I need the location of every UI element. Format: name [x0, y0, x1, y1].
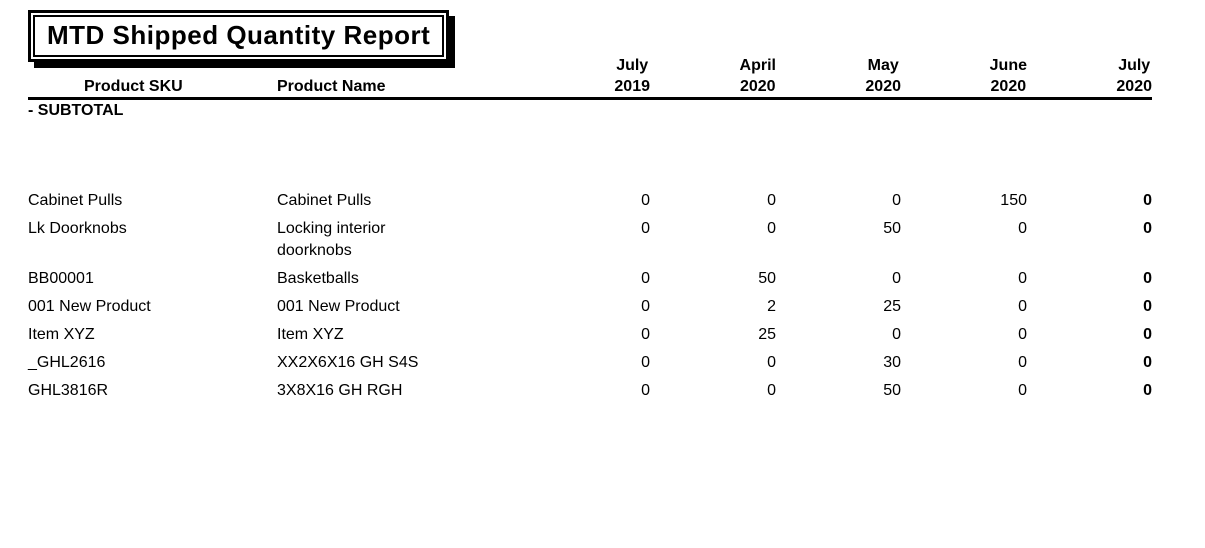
qty-cell-april-2020: 0	[767, 354, 776, 371]
report-table: Product SKU Product Name July 2019 April…	[28, 55, 1152, 408]
report-title-inner-frame: MTD Shipped Quantity Report	[33, 15, 445, 57]
month-year-label: April 2020	[740, 55, 776, 97]
product-name-cell: 3X8X16 GH RGH	[277, 380, 560, 408]
column-header-june-2020: June 2020	[901, 55, 1027, 100]
qty-cell-june-2020: 0	[1018, 270, 1027, 287]
qty-cell-may-2020: 0	[892, 270, 901, 287]
qty-cell-july-2019: 0	[641, 298, 650, 315]
product-sku-cell: Lk Doorknobs	[28, 220, 127, 237]
qty-cell-july-2020: 0	[1143, 220, 1152, 237]
month-label: April	[739, 57, 776, 74]
subtotal-row: - SUBTOTAL	[28, 99, 1152, 123]
column-header-product-name: Product Name	[277, 55, 560, 100]
qty-cell-april-2020: 2	[767, 298, 776, 315]
qty-cell-june-2020: 0	[1018, 354, 1027, 371]
product-name-text: 3X8X16 GH RGH	[277, 382, 403, 399]
qty-cell-june-2020: 0	[1018, 382, 1027, 399]
qty-cell-may-2020: 50	[883, 220, 901, 237]
product-name-text: Item XYZ	[277, 326, 344, 343]
spacer-cell	[28, 122, 1152, 190]
product-sku-cell: _GHL2616	[28, 354, 106, 371]
column-header-july-2020: July 2020	[1027, 55, 1152, 100]
qty-cell-july-2020: 0	[1143, 326, 1152, 343]
product-sku-cell: Cabinet Pulls	[28, 192, 123, 209]
month-year-label: June 2020	[990, 55, 1027, 97]
product-name-cell: 001 New Product	[277, 296, 560, 324]
table-row: GHL3816R 3X8X16 GH RGH 0 0 50 0 0	[28, 380, 1152, 408]
qty-cell-july-2019: 0	[641, 270, 650, 287]
qty-cell-july-2019: 0	[641, 382, 650, 399]
qty-cell-june-2020: 0	[1018, 326, 1027, 343]
qty-cell-april-2020: 0	[767, 220, 776, 237]
column-header-april-2020: April 2020	[650, 55, 776, 100]
qty-cell-april-2020: 0	[767, 382, 776, 399]
report-table-body: - SUBTOTAL Cabinet Pulls Cabinet Pulls 0…	[28, 99, 1152, 409]
report-table-header: Product SKU Product Name July 2019 April…	[28, 55, 1152, 100]
month-label: June	[989, 57, 1027, 74]
qty-cell-july-2019: 0	[641, 192, 650, 209]
qty-cell-may-2020: 0	[892, 192, 901, 209]
qty-cell-may-2020: 0	[892, 326, 901, 343]
month-year-label: July 2019	[614, 55, 650, 97]
subtotal-label: - SUBTOTAL	[28, 102, 124, 119]
table-row: Lk Doorknobs Locking interior doorknobs …	[28, 218, 1152, 268]
qty-cell-july-2020: 0	[1143, 382, 1152, 399]
product-sku-cell: BB00001	[28, 270, 94, 287]
month-label: May	[867, 57, 899, 74]
table-row: BB00001 Basketballs 0 50 0 0 0	[28, 268, 1152, 296]
year-label: 2020	[990, 78, 1027, 95]
month-label: July	[616, 57, 649, 74]
column-header-product-sku: Product SKU	[28, 55, 277, 100]
table-row: Item XYZ Item XYZ 0 25 0 0 0	[28, 324, 1152, 352]
qty-cell-july-2019: 0	[641, 326, 650, 343]
qty-cell-may-2020: 30	[883, 354, 901, 371]
product-name-text: Locking interior doorknobs	[277, 220, 386, 259]
qty-cell-april-2020: 25	[758, 326, 776, 343]
column-header-may-2020: May 2020	[776, 55, 901, 100]
year-label: 2020	[865, 78, 901, 95]
qty-cell-july-2020: 0	[1143, 298, 1152, 315]
product-name-cell: Basketballs	[277, 268, 560, 296]
qty-cell-may-2020: 25	[883, 298, 901, 315]
qty-cell-july-2019: 0	[641, 354, 650, 371]
product-name-text: 001 New Product	[277, 298, 400, 315]
qty-cell-july-2019: 0	[641, 220, 650, 237]
table-row: Cabinet Pulls Cabinet Pulls 0 0 0 150 0	[28, 190, 1152, 218]
qty-cell-april-2020: 0	[767, 192, 776, 209]
month-year-label: July 2020	[1116, 55, 1152, 97]
month-year-label: May 2020	[865, 55, 901, 97]
product-name-cell: Cabinet Pulls	[277, 190, 560, 218]
header-row: Product SKU Product Name July 2019 April…	[28, 55, 1152, 100]
product-name-text: Basketballs	[277, 270, 359, 287]
year-label: 2020	[739, 78, 776, 95]
year-label: 2020	[1116, 78, 1152, 95]
qty-cell-july-2020: 0	[1143, 192, 1152, 209]
product-sku-cell: 001 New Product	[28, 298, 151, 315]
qty-cell-june-2020: 0	[1018, 298, 1027, 315]
product-sku-cell: GHL3816R	[28, 382, 109, 399]
qty-cell-june-2020: 150	[1000, 192, 1027, 209]
qty-cell-may-2020: 50	[883, 382, 901, 399]
month-label: July	[1118, 57, 1151, 74]
product-name-cell: Locking interior doorknobs	[277, 218, 560, 268]
qty-cell-april-2020: 50	[758, 270, 776, 287]
spacer-row	[28, 122, 1152, 190]
product-name-text: XX2X6X16 GH S4S	[277, 354, 419, 371]
report-title: MTD Shipped Quantity Report	[47, 20, 431, 50]
product-sku-cell: Item XYZ	[28, 326, 95, 343]
qty-cell-july-2020: 0	[1143, 354, 1152, 371]
qty-cell-june-2020: 0	[1018, 220, 1027, 237]
year-label: 2019	[614, 78, 650, 95]
column-header-july-2019: July 2019	[560, 55, 650, 100]
product-name-cell: Item XYZ	[277, 324, 560, 352]
product-name-cell: XX2X6X16 GH S4S	[277, 352, 560, 380]
table-row: _GHL2616 XX2X6X16 GH S4S 0 0 30 0 0	[28, 352, 1152, 380]
qty-cell-july-2020: 0	[1143, 270, 1152, 287]
table-row: 001 New Product 001 New Product 0 2 25 0…	[28, 296, 1152, 324]
product-name-text: Cabinet Pulls	[277, 192, 372, 209]
